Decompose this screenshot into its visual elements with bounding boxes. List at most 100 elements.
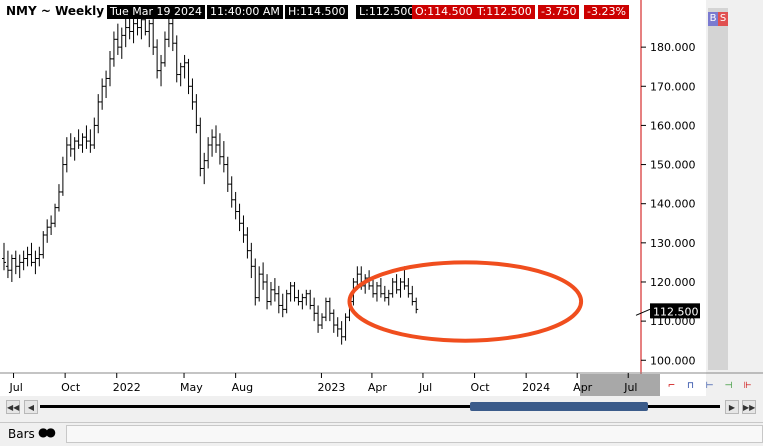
ohlc-bar (304, 289, 309, 306)
ohlc-bar (327, 297, 332, 322)
ohlc-bar (9, 254, 14, 282)
ohlc-bar (343, 313, 348, 341)
scroll-left-icon[interactable]: ◀ (24, 400, 38, 414)
ohlc-bar (265, 274, 270, 310)
buy-button[interactable]: B (708, 12, 718, 26)
ohlc-bar (237, 203, 242, 232)
ohlc-bar (96, 94, 101, 134)
scroll-last-icon[interactable]: ▶▶ (742, 400, 756, 414)
ohlc-bar (268, 281, 273, 306)
ohlc-bar (320, 313, 324, 329)
tool-icon-1[interactable]: ⌐ (667, 381, 676, 391)
ohlc-bar (257, 266, 262, 302)
price-tag-pointer (635, 308, 651, 316)
ohlc-bar (288, 281, 293, 302)
ohlc-bar (56, 184, 61, 212)
y-tick-label: 120.000 (650, 276, 696, 289)
price-tag-bg (650, 303, 700, 319)
ohlc-bar (206, 137, 211, 169)
x-axis-future-shade (580, 374, 660, 396)
ohlc-bar (72, 137, 77, 161)
sell-button[interactable]: S (718, 12, 728, 26)
ohlc-bar (414, 297, 419, 314)
right-scroll-strip[interactable] (708, 8, 728, 370)
x-tick-label: Aug (232, 381, 253, 394)
ohlc-bar (84, 125, 89, 149)
ohlc-bar (406, 278, 411, 298)
ohlc-bar (386, 289, 391, 306)
ohlc-bar (155, 39, 160, 79)
ohlc-bar (390, 278, 395, 298)
x-tick-label: 2024 (522, 381, 550, 394)
scroll-first-icon[interactable]: ◀◀ (6, 400, 20, 414)
ohlc-bar (108, 51, 112, 87)
ohlc-bar (316, 305, 321, 333)
chart-title: NMY ~ Weekly (6, 4, 105, 18)
ohlc-bar (272, 278, 277, 302)
ohlc-bar (25, 246, 30, 267)
y-tick-label: 130.000 (650, 237, 696, 250)
tool-icon-3[interactable]: ⊢ (705, 381, 714, 391)
chain-icon: ●● (38, 425, 56, 439)
ohlc-bar (37, 246, 42, 267)
ohlc-bar (217, 133, 222, 165)
scroll-track[interactable] (40, 405, 720, 408)
ohlc-bar (249, 242, 254, 279)
ohlc-bar (225, 156, 230, 192)
ohlc-bar (159, 54, 164, 87)
ohlc-bar (5, 250, 10, 279)
ohlc-bar (331, 309, 336, 333)
x-tick-label: 2022 (113, 381, 141, 394)
ohlc-bar (76, 129, 81, 149)
ohlc-bar (119, 27, 124, 59)
x-tick-label: Apr (573, 381, 593, 394)
ohlc-bar (398, 278, 403, 298)
ohlc-bar (323, 297, 328, 322)
ohlc-bar (80, 133, 85, 153)
x-tick-label: Oct (61, 381, 81, 394)
y-tick-label: 100.000 (650, 354, 696, 367)
header-change: -3.750 (538, 5, 580, 19)
ohlc-bar (17, 254, 22, 279)
ohlc-bar (261, 262, 266, 290)
ohlc-bar (64, 137, 69, 173)
ohlc-bar (300, 293, 305, 310)
ohlc-bar (198, 117, 203, 177)
x-tick-label: Apr (368, 381, 388, 394)
ohlc-bar (233, 191, 238, 220)
ohlc-bar (174, 35, 179, 83)
ohlc-bar (276, 285, 281, 314)
ohlc-bar (394, 274, 399, 294)
ohlc-bar (92, 117, 97, 149)
ohlc-bar (100, 78, 105, 110)
ohlc-bar (382, 285, 387, 302)
ohlc-bar (410, 285, 415, 306)
tool-icon-5[interactable]: ⊩ (743, 381, 752, 391)
ohlc-bar (210, 129, 215, 157)
tool-icon-2[interactable]: ⊓ (686, 381, 695, 391)
y-tick-label: 170.000 (650, 80, 696, 93)
x-tick-label: 2023 (317, 381, 345, 394)
ohlc-bar (178, 62, 183, 87)
ohlc-bar (21, 250, 26, 271)
ohlc-bar (111, 31, 116, 67)
ohlc-bar (402, 266, 407, 290)
ohlc-bar (41, 231, 46, 259)
tool-icon-4[interactable]: ⊣ (724, 381, 733, 391)
ohlc-bar (186, 58, 191, 95)
plot-background (0, 0, 706, 396)
ohlc-bar (162, 31, 167, 67)
status-field (66, 425, 763, 443)
ohlc-bar (284, 289, 289, 314)
scroll-thumb[interactable] (470, 402, 648, 411)
scroll-right-icon[interactable]: ▶ (725, 400, 739, 414)
ohlc-bar (378, 278, 383, 298)
ohlc-bar (253, 258, 258, 306)
x-tick-label: Jul (9, 381, 23, 394)
ohlc-bar (33, 250, 38, 275)
ohlc-bar (53, 203, 58, 228)
ohlc-bar (229, 176, 234, 208)
ohlc-bar (190, 78, 195, 110)
ohlc-bar (292, 281, 297, 302)
